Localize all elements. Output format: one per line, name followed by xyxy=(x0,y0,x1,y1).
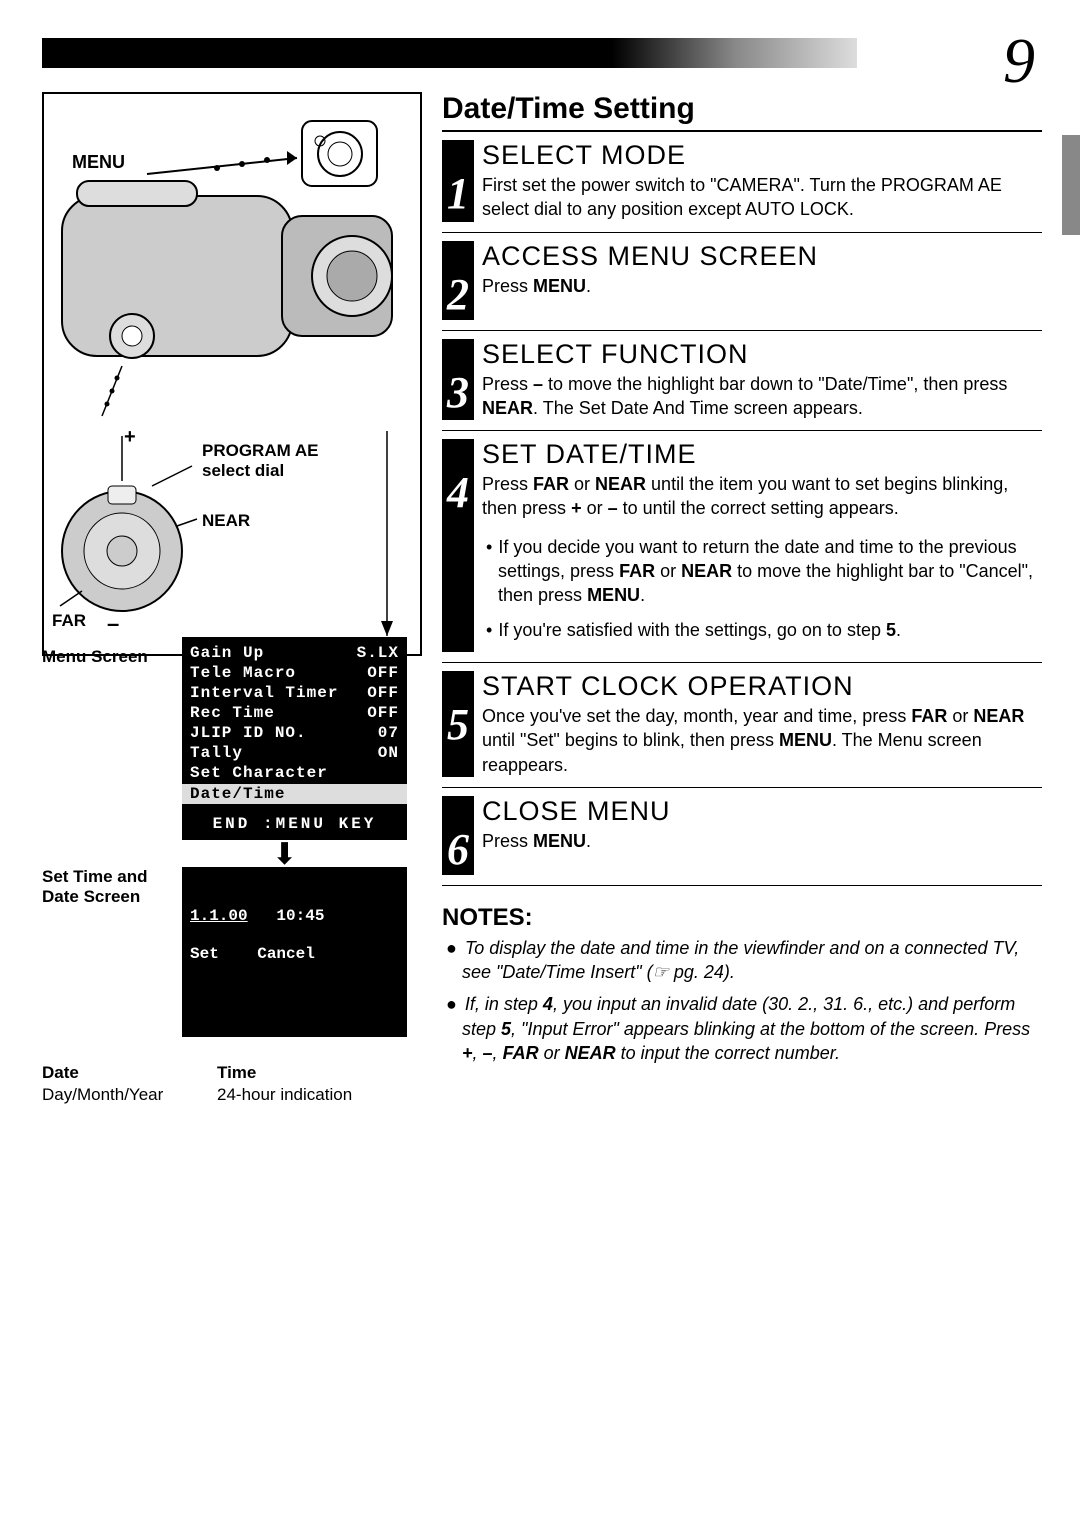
step-text: Press – to move the highlight bar down t… xyxy=(482,372,1042,421)
step-number: 1 xyxy=(442,140,474,222)
time-caption: Time24-hour indication xyxy=(217,1062,352,1106)
step-number: 4 xyxy=(442,439,474,652)
set-time-date-screen: 1.1.00 10:45 Set Cancel xyxy=(182,867,407,1037)
step-heading: ACCESS MENU SCREEN xyxy=(482,241,1042,272)
step: 2 ACCESS MENU SCREENPress MENU. xyxy=(442,241,1042,331)
step-text: Once you've set the day, month, year and… xyxy=(482,704,1042,777)
step-text: Press MENU. xyxy=(482,274,1042,298)
menu-label: MENU xyxy=(72,152,125,173)
diagram-column: MENU xyxy=(42,92,422,656)
step-text: Press FAR or NEAR until the item you wan… xyxy=(482,472,1042,521)
step: 5 START CLOCK OPERATIONOnce you've set th… xyxy=(442,671,1042,788)
menu-item: JLIP ID NO.07 xyxy=(190,723,399,743)
tab-marker xyxy=(1062,135,1080,235)
step-text: Press MENU. xyxy=(482,829,1042,853)
set-option: Set xyxy=(190,945,219,963)
menu-screen-label: Menu Screen xyxy=(42,647,148,667)
set-time-date-label: Set Time andDate Screen xyxy=(42,867,148,908)
cancel-option: Cancel xyxy=(257,945,315,963)
step: 1 SELECT MODEFirst set the power switch t… xyxy=(442,140,1042,233)
step-bullet: If you're satisfied with the settings, g… xyxy=(486,618,1042,642)
menu-item: Tele MacroOFF xyxy=(190,663,399,683)
menu-screen: Gain UpS.LXTele MacroOFFInterval TimerOF… xyxy=(182,637,407,840)
header-bar xyxy=(42,38,857,68)
step-number: 5 xyxy=(442,671,474,777)
step-number: 2 xyxy=(442,241,474,320)
step-heading: SELECT MODE xyxy=(482,140,1042,171)
notes-list: To display the date and time in the view… xyxy=(442,936,1042,1065)
note-item: If, in step 4, you input an invalid date… xyxy=(446,992,1042,1065)
step-heading: CLOSE MENU xyxy=(482,796,1042,827)
note-item: To display the date and time in the view… xyxy=(446,936,1042,985)
step-bullet: If you decide you want to return the dat… xyxy=(486,535,1042,608)
near-label: NEAR xyxy=(202,511,250,531)
date-caption: DateDay/Month/Year xyxy=(42,1062,163,1106)
instructions-column: Date/Time Setting 1 SELECT MODEFirst set … xyxy=(442,92,1042,1073)
diagram-frame: MENU xyxy=(42,92,422,656)
menu-item: Gain UpS.LX xyxy=(190,643,399,663)
step: 6 CLOSE MENUPress MENU. xyxy=(442,796,1042,886)
menu-item: Rec TimeOFF xyxy=(190,703,399,723)
page-number: 9 xyxy=(1003,24,1035,98)
step-text: First set the power switch to "CAMERA". … xyxy=(482,173,1042,222)
step-number: 6 xyxy=(442,796,474,875)
menu-item: TallyON xyxy=(190,743,399,763)
step-number: 3 xyxy=(442,339,474,421)
far-label: FAR xyxy=(52,611,86,631)
plus-label: + xyxy=(124,426,136,449)
step-heading: SELECT FUNCTION xyxy=(482,339,1042,370)
menu-item: Interval TimerOFF xyxy=(190,683,399,703)
minus-label: – xyxy=(107,611,119,637)
menu-highlight: Date/Time xyxy=(182,784,407,804)
step: 3 SELECT FUNCTIONPress – to move the high… xyxy=(442,339,1042,432)
menu-item: Set Character xyxy=(190,763,399,783)
section-title: Date/Time Setting xyxy=(442,92,1042,132)
menu-end: END :MENU KEY xyxy=(190,814,399,834)
date-value: 1.1.00 xyxy=(190,907,248,925)
step-heading: START CLOCK OPERATION xyxy=(482,671,1042,702)
step-heading: SET DATE/TIME xyxy=(482,439,1042,470)
notes-heading: NOTES: xyxy=(442,904,1042,932)
step: 4 SET DATE/TIMEPress FAR or NEAR until th… xyxy=(442,439,1042,663)
time-value: 10:45 xyxy=(276,907,324,925)
program-ae-label: PROGRAM AEselect dial xyxy=(202,441,319,482)
